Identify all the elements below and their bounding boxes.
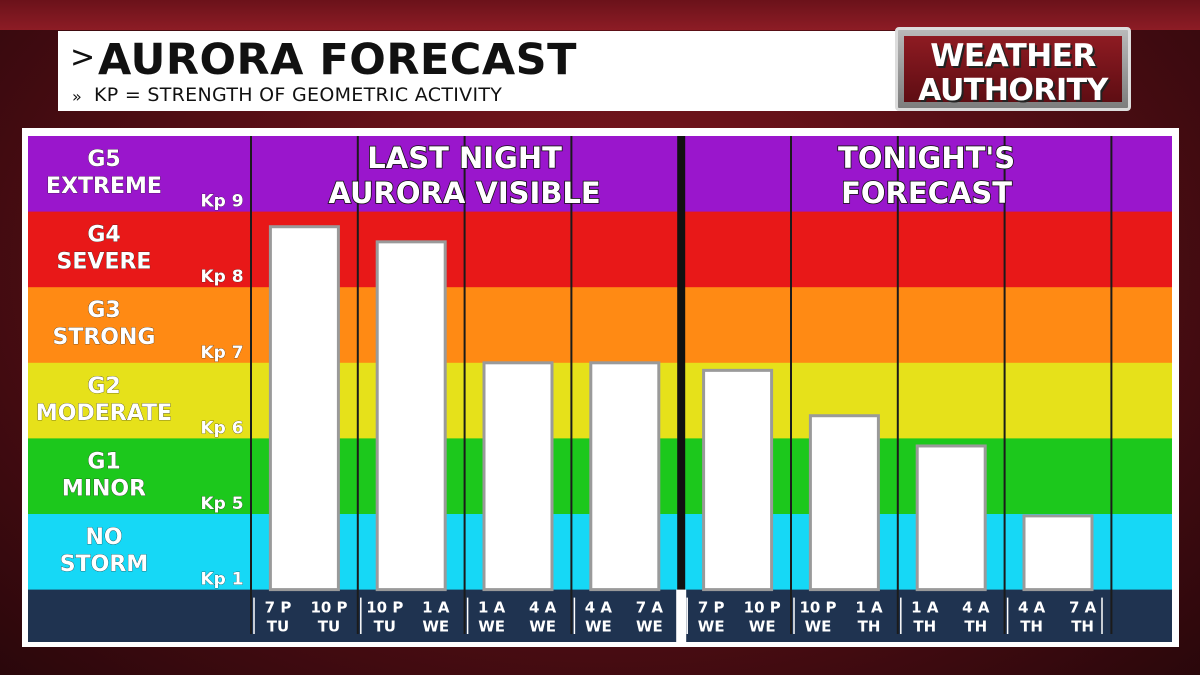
axis-label-time: 10 P	[366, 599, 403, 617]
kp-label: Kp 7	[200, 343, 243, 363]
band-severe	[28, 211, 1172, 288]
band-label-g-g1: G1	[87, 449, 120, 474]
axis-label-day: TU	[318, 618, 340, 636]
bar	[915, 444, 987, 592]
axis-label-day: WE	[422, 618, 449, 636]
axis-label-time: 7 A	[636, 599, 664, 617]
logo-line-1: WEATHER	[930, 38, 1096, 74]
axis-label-time: 10 P	[310, 599, 347, 617]
band-label-name-moderate: MODERATE	[36, 401, 172, 426]
axis-label-day: TH	[1020, 618, 1043, 636]
section-title-last-night: AURORA VISIBLE	[328, 176, 600, 210]
kp-label: Kp 1	[200, 570, 243, 590]
band-label-g-g4: G4	[87, 223, 120, 248]
axis-label-time: 7 P	[265, 599, 292, 617]
kp-label: Kp 6	[200, 418, 243, 438]
axis-label-time: 1 A	[478, 599, 506, 617]
axis-label-time: 4 A	[529, 599, 557, 617]
axis-label-day: TU	[374, 618, 396, 636]
axis-label-day: TU	[267, 618, 289, 636]
axis-label-day: WE	[805, 618, 832, 636]
page-subtitle: KP = STRENGTH OF GEOMETRIC ACTIVITY	[94, 84, 503, 106]
axis-label-time: 4 A	[962, 599, 990, 617]
band-extreme	[28, 136, 1172, 213]
band-label-g-no: NO	[85, 525, 122, 550]
band-label-g-g3: G3	[87, 298, 120, 323]
title-chevron-icon: >	[70, 40, 96, 75]
logo-line-2: AUTHORITY	[918, 73, 1108, 108]
background-band	[0, 0, 1200, 30]
bar	[482, 361, 554, 592]
axis-label-time: 1 A	[911, 599, 939, 617]
axis-label-time: 10 P	[744, 599, 781, 617]
axis-label-time: 1 A	[855, 599, 883, 617]
band-strong	[28, 287, 1172, 364]
bar	[375, 240, 447, 592]
axis-label-time: 7 A	[1069, 599, 1097, 617]
axis-label-time: 10 P	[799, 599, 836, 617]
axis-label-day: TH	[1071, 618, 1094, 636]
section-divider	[677, 136, 686, 642]
section-title-last-night: LAST NIGHT	[367, 141, 562, 175]
bar	[702, 368, 774, 592]
axis-label-day: TH	[913, 618, 936, 636]
page-title: AURORA FORECAST	[98, 35, 577, 85]
axis-label-day: WE	[749, 618, 776, 636]
axis-label-time: 4 A	[585, 599, 613, 617]
axis-label-time: 4 A	[1018, 599, 1046, 617]
axis-label-day: WE	[529, 618, 556, 636]
band-label-name-storm: STORM	[60, 552, 148, 577]
axis-label-time: 7 P	[698, 599, 725, 617]
band-label-name-minor: MINOR	[62, 476, 146, 501]
band-label-name-severe: SEVERE	[57, 250, 152, 275]
axis-label-day: WE	[478, 618, 505, 636]
axis-label-day: TH	[964, 618, 987, 636]
kp-label: Kp 8	[200, 267, 243, 287]
time-axis-band	[28, 589, 1172, 642]
band-label-name-extreme: EXTREME	[46, 174, 162, 199]
bar	[268, 225, 340, 592]
section-divider-axis-gap	[676, 589, 687, 642]
title-banner: > AURORA FORECAST » KP = STRENGTH OF GEO…	[58, 31, 920, 111]
bar	[1022, 514, 1094, 592]
kp-label: Kp 5	[200, 494, 243, 514]
bar	[589, 361, 661, 592]
kp-label: Kp 9	[200, 192, 243, 212]
weather-authority-logo: WEATHER AUTHORITY	[895, 27, 1131, 111]
section-title-tonight: TONIGHT'S	[838, 141, 1015, 175]
axis-label-day: WE	[698, 618, 725, 636]
axis-label-day: WE	[585, 618, 612, 636]
axis-label-day: TH	[858, 618, 881, 636]
axis-label-time: 1 A	[422, 599, 450, 617]
band-label-g-g5: G5	[87, 147, 120, 172]
band-label-g-g2: G2	[87, 374, 120, 399]
logo-plate: WEATHER AUTHORITY	[904, 36, 1122, 108]
section-title-tonight: FORECAST	[841, 176, 1012, 210]
bar	[808, 414, 880, 592]
axis-label-day: WE	[636, 618, 663, 636]
subtitle-chevron-icon: »	[72, 87, 82, 106]
band-label-name-strong: STRONG	[53, 325, 156, 350]
